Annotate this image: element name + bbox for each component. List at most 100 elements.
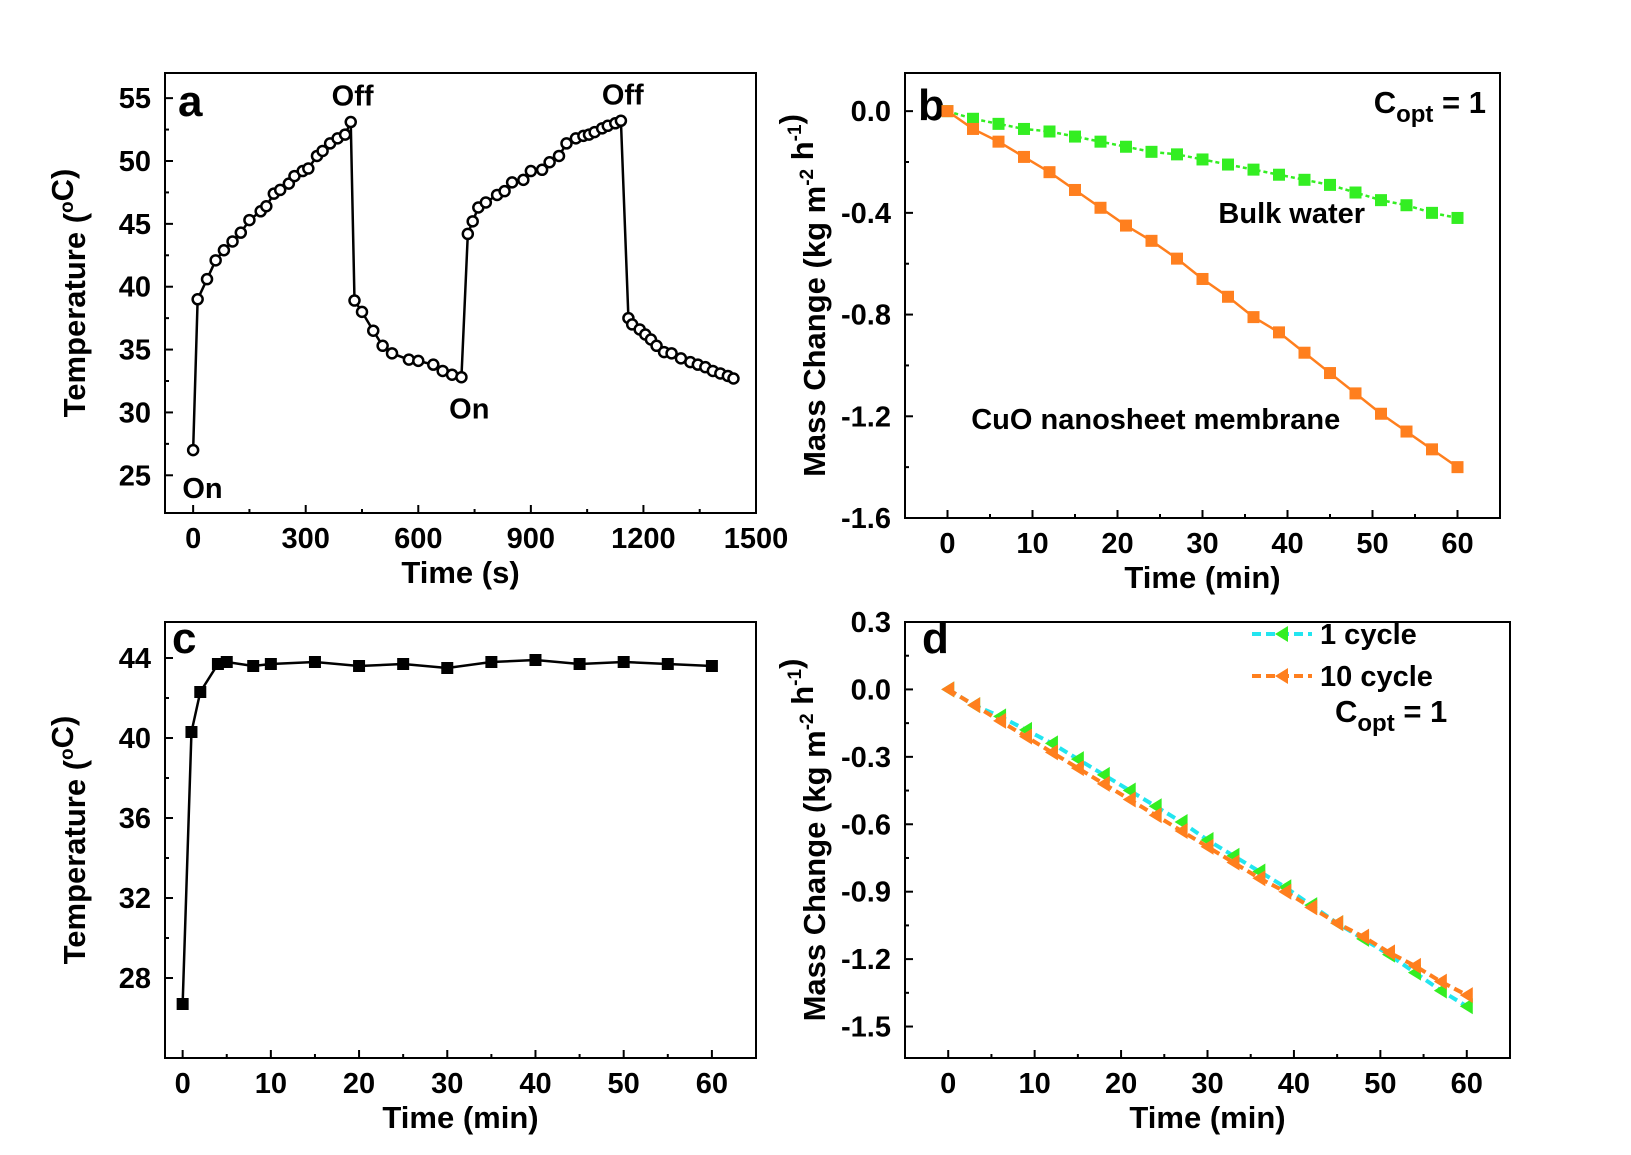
annotation: Off <box>602 79 644 111</box>
data-point <box>220 656 233 668</box>
plot-frame <box>164 621 757 1059</box>
x-tick-label: 60 <box>696 1068 728 1100</box>
data-point <box>1459 987 1473 1004</box>
data-point <box>1145 145 1158 158</box>
y-tick-label: 0.3 <box>851 607 891 639</box>
y-tick-label: 40 <box>119 723 151 755</box>
data-point <box>1451 461 1464 474</box>
data-point <box>1426 206 1438 219</box>
data-point <box>176 998 189 1010</box>
y-axis-label: Temperature (oC) <box>45 716 92 965</box>
annotation: CuO nanosheet membrane <box>971 404 1340 436</box>
data-point <box>941 105 954 118</box>
x-tick-label: 0 <box>175 1068 191 1100</box>
data-point <box>243 213 256 227</box>
data-point <box>441 662 454 674</box>
data-point <box>560 137 573 150</box>
data-point <box>427 358 440 371</box>
data-point <box>1407 957 1421 974</box>
x-tick-label: 30 <box>1186 528 1218 560</box>
panel-label: b <box>918 81 945 130</box>
y-tick-label: 55 <box>119 83 151 115</box>
plot-frame <box>164 72 757 514</box>
data-point <box>1018 150 1030 163</box>
data-point <box>348 294 361 307</box>
data-point <box>1120 219 1132 232</box>
data-point <box>1382 944 1395 961</box>
data-point <box>1070 760 1084 777</box>
data-point <box>353 660 366 672</box>
data-point <box>665 347 678 360</box>
x-tick-label: 50 <box>1356 528 1388 560</box>
x-tick-label: 300 <box>282 523 330 555</box>
y-tick-label: 45 <box>119 209 151 241</box>
data-point <box>479 196 493 209</box>
data-point <box>967 697 981 714</box>
data-point <box>1171 252 1183 265</box>
data-point <box>1324 367 1336 380</box>
condition-label: Copt = 1 <box>1335 694 1447 737</box>
data-point <box>524 164 538 178</box>
data-point <box>1222 158 1234 171</box>
data-point <box>1019 728 1032 745</box>
data-point <box>617 656 630 668</box>
x-tick-label: 40 <box>519 1068 551 1100</box>
legend-swatch-marker <box>1275 626 1288 642</box>
y-tick-label: -0.8 <box>841 300 891 332</box>
data-point <box>191 293 204 306</box>
x-tick-label: 900 <box>507 523 555 555</box>
y-tick-label: -0.6 <box>841 809 891 841</box>
annotation: On <box>182 473 222 505</box>
data-point <box>466 215 479 228</box>
x-tick-label: 20 <box>343 1068 375 1100</box>
data-point <box>397 658 410 670</box>
data-point <box>485 656 498 668</box>
data-point <box>344 115 357 129</box>
data-point <box>535 163 549 177</box>
y-axis-label: Mass Change (kg m-2 h-1) <box>773 659 832 1022</box>
x-tick-label: 60 <box>1451 1068 1483 1100</box>
data-point <box>1145 234 1158 247</box>
data-point <box>1433 973 1447 990</box>
x-axis-label: Time (s) <box>401 555 519 590</box>
data-point <box>705 660 718 672</box>
data-point <box>1278 883 1292 900</box>
data-point <box>1252 870 1266 887</box>
data-point <box>273 183 287 197</box>
data-point <box>1459 998 1473 1015</box>
x-tick-label: 50 <box>1364 1068 1396 1100</box>
data-point <box>1247 311 1260 324</box>
x-tick-label: 10 <box>1016 528 1048 560</box>
x-tick-label: 40 <box>1271 528 1303 560</box>
data-point <box>552 149 566 163</box>
y-tick-label: 36 <box>119 803 151 835</box>
series-1 <box>941 105 1464 474</box>
data-point <box>186 443 200 457</box>
data-point <box>1094 135 1107 148</box>
panel-label: c <box>172 614 196 663</box>
data-point <box>247 660 260 672</box>
data-point <box>376 339 389 353</box>
annotation: On <box>449 394 489 426</box>
condition-label: Copt = 1 <box>1374 85 1486 128</box>
data-point <box>1226 854 1240 871</box>
data-point <box>234 226 248 239</box>
data-point <box>1044 744 1058 761</box>
legend-label: 10 cycle <box>1320 661 1433 693</box>
data-point <box>505 176 519 189</box>
y-tick-label: 35 <box>119 335 151 367</box>
panel-b: 0 10 20 30 40 50 60 0.0 -0.4 -0.8 -1.2 -1.6 Time (mi… <box>773 72 1501 595</box>
x-tick-label: 1500 <box>724 523 789 555</box>
annotation: Bulk water <box>1218 198 1365 230</box>
data-point <box>185 726 198 738</box>
data-point <box>1349 387 1362 400</box>
x-tick-label: 1200 <box>611 523 676 555</box>
data-point <box>194 686 207 698</box>
data-point <box>217 244 231 257</box>
y-tick-label: 28 <box>119 963 151 995</box>
data-point <box>967 122 979 135</box>
data-point <box>1222 290 1234 303</box>
panel-a: 0 300 600 900 1200 1500 25 30 35 40 45 50 55 Time (s)… <box>45 72 789 590</box>
series-0 <box>186 114 740 457</box>
x-tick-label: 0 <box>185 523 201 555</box>
